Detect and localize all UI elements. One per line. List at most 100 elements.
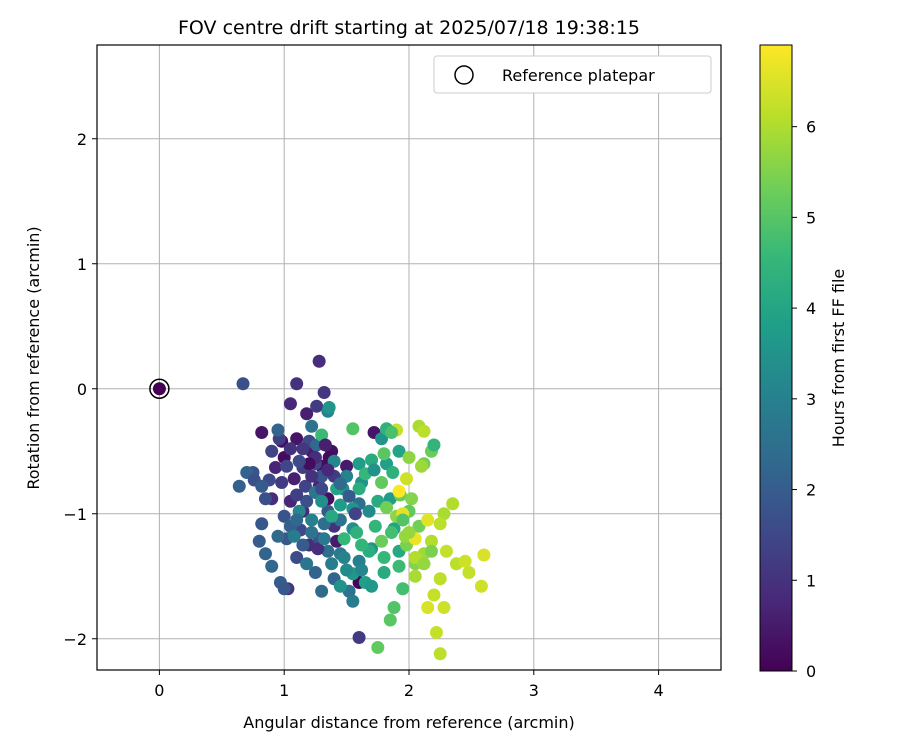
data-point — [277, 509, 291, 523]
data-point — [355, 563, 369, 577]
data-point — [337, 551, 351, 564]
data-point — [477, 548, 491, 562]
data-point — [300, 557, 314, 571]
data-point — [386, 466, 400, 479]
data-point — [392, 484, 406, 498]
data-point — [377, 566, 391, 579]
data-point — [421, 601, 435, 614]
data-point — [377, 447, 391, 461]
data-point — [350, 526, 364, 539]
data-point — [315, 428, 329, 442]
data-point — [252, 534, 266, 548]
data-point — [305, 469, 319, 483]
data-point — [396, 513, 410, 527]
reference-marker-group — [149, 378, 170, 399]
data-point — [352, 482, 366, 496]
data-point — [367, 463, 381, 477]
y-tick-label: −1 — [63, 505, 87, 524]
data-point — [321, 544, 335, 558]
data-point — [433, 647, 447, 661]
data-point — [325, 557, 339, 571]
data-point — [312, 354, 326, 368]
data-point — [271, 529, 285, 543]
data-point — [340, 563, 354, 577]
data-point — [437, 601, 451, 614]
data-point — [236, 377, 250, 391]
data-point — [424, 544, 438, 558]
data-point — [380, 501, 394, 514]
data-point — [346, 594, 360, 608]
data-point — [305, 526, 319, 539]
colorbar-tick-label: 2 — [806, 481, 816, 500]
grid — [97, 45, 721, 670]
y-tick-label: 1 — [77, 255, 87, 274]
data-point — [355, 538, 369, 552]
data-point — [317, 532, 331, 546]
data-point — [333, 477, 347, 491]
x-axis-label: Angular distance from reference (arcmin) — [243, 713, 574, 732]
x-tick-label: 1 — [279, 681, 289, 700]
data-point — [308, 566, 322, 579]
data-point — [421, 513, 435, 527]
data-point — [474, 579, 488, 593]
y-axis-ticks: −2 −1 0 1 2 — [63, 130, 97, 649]
x-tick-label: 3 — [529, 681, 539, 700]
data-point — [342, 489, 356, 503]
colorbar-tick-label: 6 — [806, 118, 816, 137]
data-point — [417, 424, 431, 438]
data-point — [292, 454, 306, 468]
data-point — [392, 559, 406, 573]
data-point — [375, 432, 389, 446]
data-point — [417, 557, 431, 571]
y-tick-label: 0 — [77, 380, 87, 399]
data-point — [296, 538, 310, 552]
legend-marker-icon — [454, 65, 474, 85]
data-point — [402, 526, 416, 539]
data-point — [305, 513, 319, 527]
data-point — [152, 382, 166, 396]
data-point — [315, 482, 329, 496]
data-point — [287, 472, 301, 486]
data-point — [283, 397, 297, 411]
data-point — [408, 569, 422, 583]
legend-box — [433, 55, 712, 94]
data-point — [321, 463, 335, 477]
data-point — [255, 479, 269, 493]
data-point — [277, 582, 291, 596]
data-point — [283, 442, 297, 456]
data-point — [275, 476, 289, 489]
colorbar-tick-label: 1 — [806, 571, 816, 590]
data-point — [287, 529, 301, 543]
data-point — [290, 551, 304, 564]
data-point — [437, 507, 451, 521]
data-point — [265, 444, 279, 458]
data-point — [333, 498, 347, 512]
data-point — [383, 613, 397, 627]
data-point — [290, 513, 304, 527]
data-point — [322, 401, 336, 414]
data-point — [280, 459, 294, 473]
colorbar-ticks: 0 1 2 3 4 5 6 — [792, 118, 816, 681]
data-point — [458, 554, 472, 568]
data-point — [337, 532, 351, 546]
chart-title: FOV centre drift starting at 2025/07/18 … — [178, 17, 640, 39]
data-point — [433, 572, 447, 586]
data-point — [232, 479, 246, 493]
data-point — [271, 423, 285, 437]
data-point — [462, 566, 476, 579]
data-points — [152, 354, 491, 661]
data-point — [348, 507, 362, 521]
data-point — [258, 547, 272, 561]
data-point — [325, 509, 339, 523]
y-tick-label: 2 — [77, 130, 87, 149]
data-point — [396, 582, 410, 596]
data-point — [439, 544, 453, 558]
data-point — [318, 438, 332, 452]
x-axis-ticks: 0 1 2 3 4 — [154, 670, 664, 700]
y-tick-label: −2 — [63, 630, 87, 649]
data-point — [340, 459, 354, 473]
colorbar: 0 1 2 3 4 5 6 Hours from first FF file — [759, 44, 848, 681]
data-point — [311, 542, 325, 556]
data-point — [296, 442, 310, 456]
y-axis-label: Rotation from reference (arcmin) — [24, 226, 43, 489]
